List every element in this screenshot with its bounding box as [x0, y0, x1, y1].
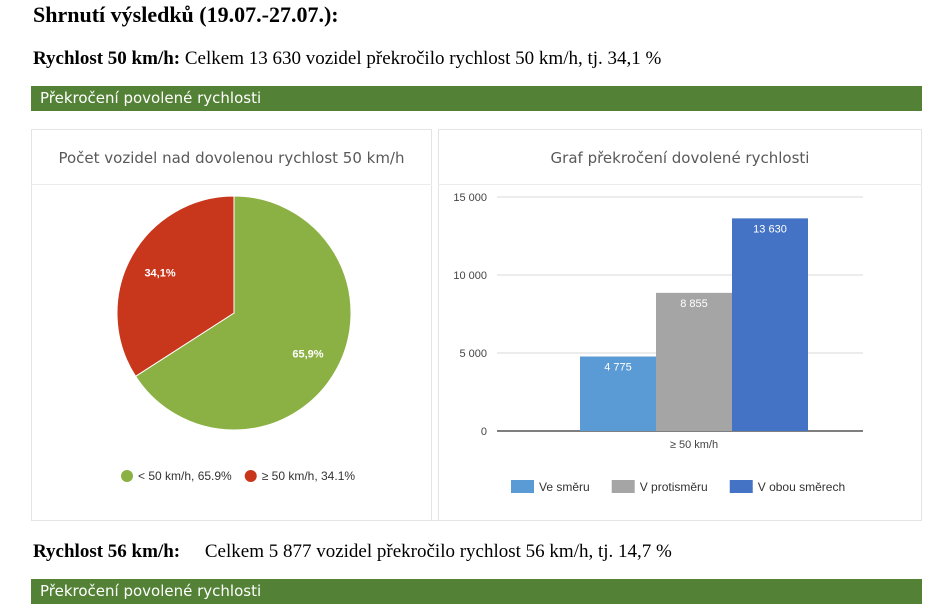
section-bar-50: Překročení povolené rychlosti — [31, 86, 922, 111]
pie-chart-title: Počet vozidel nad dovolenou rychlost 50 … — [58, 149, 405, 167]
pie-chart: 65,9% 34,1% < 50 km/h, 65.9% ≥ 50 km/h, 34.… — [116, 195, 356, 483]
pie-legend-marker-2 — [244, 470, 257, 482]
bar-legend-label-3: V obou směrech — [758, 480, 845, 494]
page-heading: Shrnutí výsledků (19.07.-27.07.): — [33, 2, 339, 27]
bar-legend-marker-1 — [511, 480, 534, 493]
y-tick-label-3: 15 000 — [453, 192, 487, 204]
pie-slice-label-1: 65,9% — [292, 348, 323, 360]
y-tick-label-2: 10 000 — [453, 270, 487, 282]
bar-data-label-1: 4 775 — [604, 362, 632, 374]
x-category-label: ≥ 50 km/h — [670, 439, 718, 451]
y-tick-label-1: 5 000 — [459, 348, 487, 360]
bar-chart-title: Graf překročení dovolené rychlosti — [550, 149, 810, 167]
bar-v-obou-sm-rech — [732, 218, 808, 431]
pie-title-divider — [31, 184, 432, 185]
summary-56-label: Rychlost 56 km/h: — [33, 541, 181, 562]
bar-ve-sm-ru — [580, 356, 656, 431]
summary-50: Rychlost 50 km/h: Celkem 13 630 vozidel … — [33, 48, 661, 70]
bar-data-label-2: 8 855 — [680, 298, 708, 310]
summary-50-label: Rychlost 50 km/h: — [33, 48, 181, 69]
pie-legend-label-2: ≥ 50 km/h, 34.1% — [262, 469, 356, 483]
pie-legend-label-1: < 50 km/h, 65.9% — [138, 469, 232, 483]
pie-chart-panel: Počet vozidel nad dovolenou rychlost 50 … — [31, 129, 432, 521]
bar-v-protism-ru — [656, 292, 732, 431]
summary-50-text: Celkem 13 630 vozidel překročilo rychlos… — [184, 48, 662, 69]
bar-legend-marker-2 — [611, 480, 635, 493]
pie-slice-label-2: 34,1% — [144, 268, 175, 280]
bar-chart-panel: Graf překročení dovolené rychlosti 0 5 00… — [438, 129, 922, 521]
panel-divider — [31, 520, 922, 521]
pie-legend-marker-1 — [121, 470, 133, 482]
bar-legend-label-1: Ve směru — [539, 480, 590, 494]
summary-56-text: Celkem 5 877 vozidel překročilo rychlost… — [204, 541, 672, 562]
bar-legend-marker-3 — [729, 480, 753, 493]
summary-56: Rychlost 56 km/h: Celkem 5 877 vozidel p… — [33, 541, 672, 563]
section-bar-56: Překročení povolené rychlosti — [31, 579, 922, 604]
y-tick-label-0: 0 — [481, 426, 487, 438]
pie-slice-2 — [116, 195, 235, 378]
bar-chart: 0 5 000 10 000 15 000 4 775 8 855 13 630 ≥ 50 k… — [453, 192, 863, 494]
bar-title-divider — [438, 184, 922, 185]
bar-data-label-3: 13 630 — [753, 223, 787, 235]
bar-legend-label-2: V protisměru — [640, 480, 708, 494]
pie-slice-1 — [134, 195, 352, 431]
